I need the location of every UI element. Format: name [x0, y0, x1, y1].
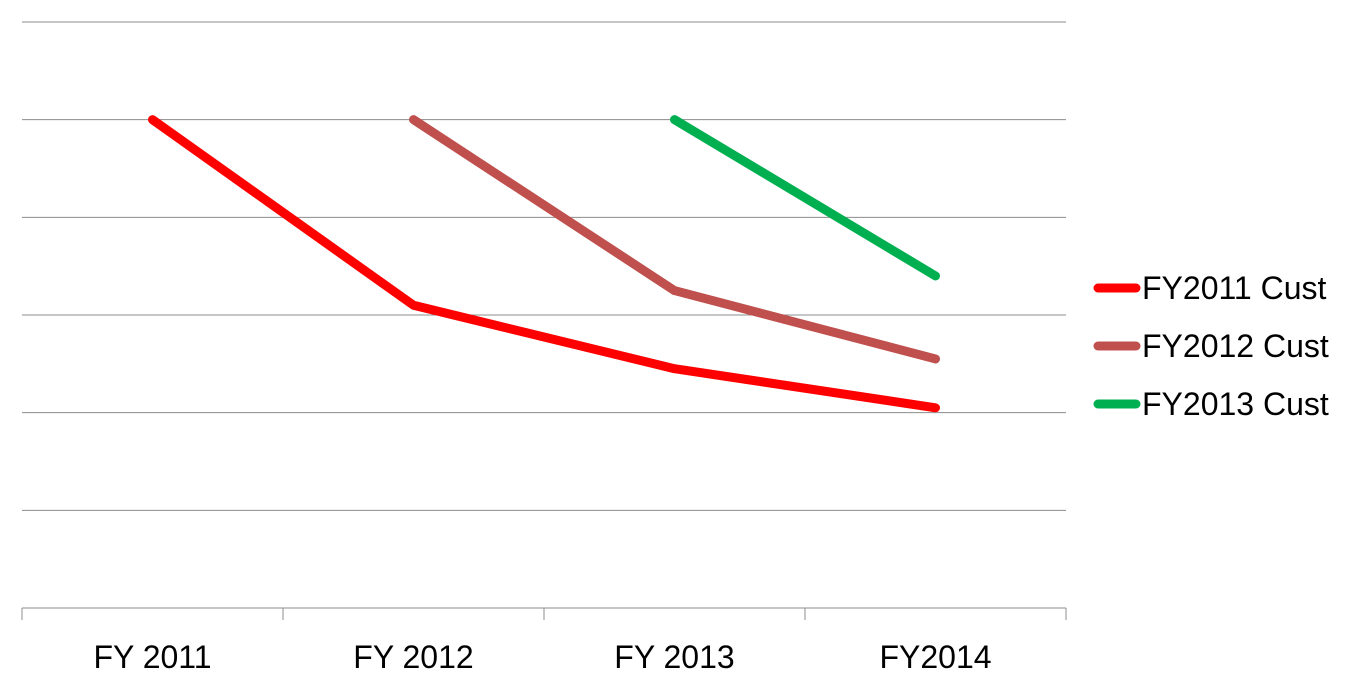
legend-item: FY2011 Cust	[1093, 270, 1327, 306]
x-tick-label: FY 2012	[353, 639, 473, 675]
legend-label: FY2012 Cust	[1142, 328, 1329, 364]
x-tick-label: FY 2013	[614, 639, 734, 675]
series-lines	[148, 115, 940, 413]
legend-label: FY2013 Cust	[1142, 386, 1329, 422]
x-tick-label: FY2014	[879, 639, 991, 675]
x-tick-label: FY 2011	[93, 639, 211, 675]
legend: FY2011 Cust FY2012 Cust FY2013 Cust	[1093, 270, 1329, 422]
legend-item: FY2012 Cust	[1093, 328, 1329, 364]
x-tick-labels: FY 2011 FY 2012 FY 2013 FY2014	[93, 639, 991, 675]
legend-label: FY2011 Cust	[1142, 270, 1327, 306]
gridlines	[22, 21, 1066, 511]
series-line-3	[670, 115, 940, 281]
legend-item: FY2013 Cust	[1093, 386, 1329, 422]
x-axis	[21, 607, 1067, 620]
series-line-1	[148, 115, 940, 413]
